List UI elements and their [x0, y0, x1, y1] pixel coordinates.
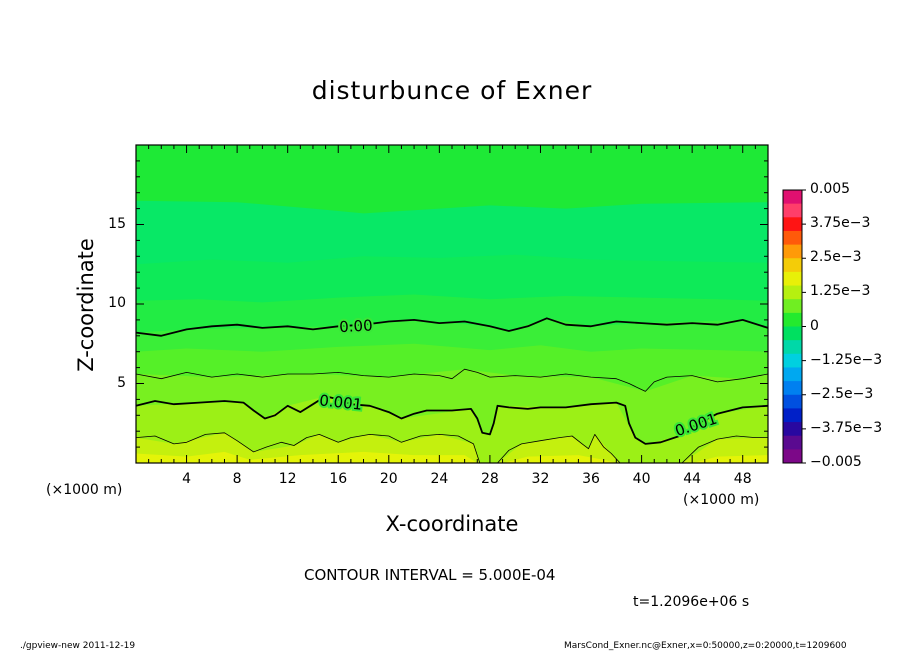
colorbar-label: 2.5e−3 [810, 249, 862, 266]
contour-line [135, 432, 481, 464]
colorbar-label: −0.005 [810, 454, 862, 470]
colorbar-label: −1.25e−3 [810, 351, 883, 368]
contour-label-text: 0.00 [339, 316, 373, 336]
y-tick-label: 10 [108, 295, 126, 311]
contour-line [497, 433, 621, 464]
chart-title: disturbunce of Exner [311, 76, 593, 105]
colorbar-swatch [783, 408, 802, 423]
colorbar [782, 189, 806, 464]
colorbar-swatch [783, 258, 802, 273]
x-axis-label: X-coordinate [385, 512, 519, 536]
x-tick-label: 44 [683, 471, 702, 487]
colorbar-swatch [783, 285, 802, 300]
footer-right: MarsCond_Exner.nc@Exner,x=0:50000,z=0:20… [564, 641, 847, 651]
x-tick-label: 20 [379, 471, 398, 487]
x-tick-label: 24 [430, 471, 449, 487]
contour-band [136, 451, 768, 463]
x-tick-label: 4 [182, 471, 192, 487]
colorbar-label: −2.5e−3 [810, 385, 874, 402]
colorbar-swatch [783, 326, 802, 341]
x-unit-right: (×1000 m) [683, 492, 760, 508]
colorbar-label: 3.75e−3 [810, 215, 871, 232]
x-tick-label: 12 [278, 471, 297, 487]
axis-ticks [136, 145, 768, 463]
colorbar-swatch [783, 312, 802, 327]
x-tick-label: 28 [480, 471, 499, 487]
colorbar-swatch [783, 244, 802, 259]
colorbar-swatch [783, 381, 802, 396]
time-label: t=1.2096e+06 s [633, 594, 750, 610]
contour-line [135, 395, 769, 445]
colorbar-swatch [783, 367, 802, 382]
colorbar-label: 0 [810, 317, 819, 334]
colorbar-swatch [783, 299, 802, 314]
contour-lines [135, 317, 769, 464]
contour-line [135, 317, 769, 337]
colorbar-label: −3.75e−3 [810, 419, 883, 436]
x-tick-label: 16 [329, 471, 348, 487]
contour-interval: CONTOUR INTERVAL = 5.000E-04 [304, 566, 556, 584]
x-tick-label: 8 [232, 471, 242, 487]
colorbar-swatch [783, 217, 802, 232]
y-tick-label: 5 [117, 374, 126, 391]
colorbar-swatch [783, 190, 802, 205]
contour-line [681, 435, 768, 464]
colorbar-swatch [783, 340, 802, 355]
colorbar-swatch [783, 449, 802, 464]
contour-line [135, 368, 769, 392]
x-unit-left: (×1000 m) [46, 482, 123, 498]
contour-label: 0.00 [337, 314, 375, 338]
colorbar-swatch [783, 230, 802, 246]
colorbar-swatch [783, 394, 802, 409]
colorbar-swatch [783, 271, 802, 287]
colorbar-label: 1.25e−3 [810, 283, 871, 300]
colorbar-swatch [783, 422, 802, 437]
contour-fill [136, 318, 768, 463]
colorbar-label: 0.005 [810, 181, 851, 197]
footer-left: ./gpview-new 2011-12-19 [20, 641, 136, 651]
contour-band [136, 432, 768, 463]
x-tick-label: 40 [632, 471, 651, 487]
y-tick-label: 15 [108, 215, 126, 232]
x-tick-label: 48 [733, 471, 752, 487]
colorbar-swatch [783, 353, 802, 368]
colorbar-swatch [783, 435, 802, 450]
x-tick-label: 36 [582, 471, 600, 487]
colorbar-swatch [783, 203, 802, 218]
x-tick-label: 32 [531, 471, 550, 487]
